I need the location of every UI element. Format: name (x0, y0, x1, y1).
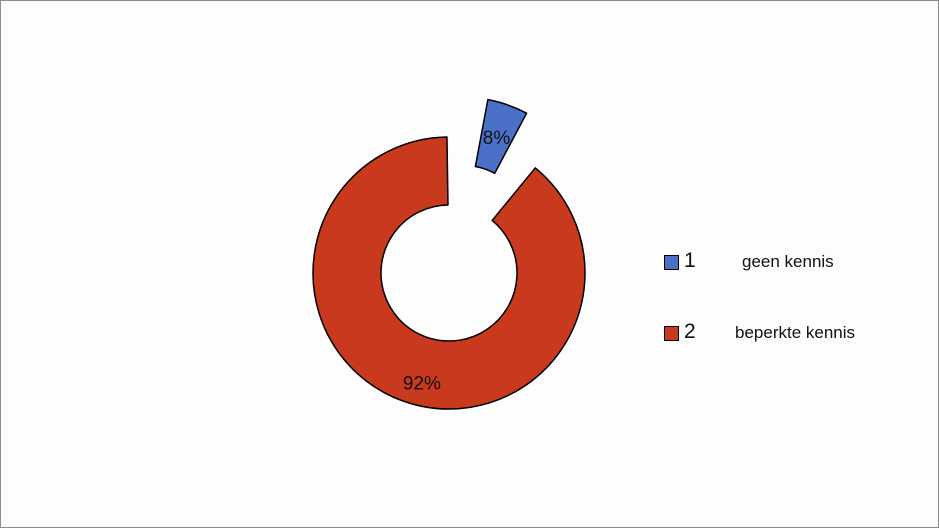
legend-swatch-1 (664, 255, 679, 270)
legend-number-2: 2 (684, 320, 696, 343)
data-label-1: 8% (483, 128, 511, 149)
data-label-2: 92% (403, 374, 441, 395)
legend-number-1: 1 (684, 249, 696, 272)
slice-1 (474, 98, 528, 175)
legend-label-1: geen kennis (742, 252, 834, 271)
slice-2 (312, 136, 586, 410)
legend-swatch-2 (664, 326, 679, 341)
legend-label-2: beperkte kennis (735, 323, 856, 342)
